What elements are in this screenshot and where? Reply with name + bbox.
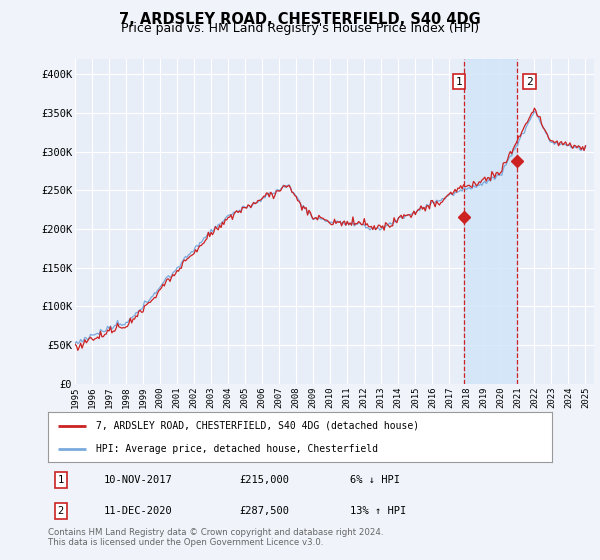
Text: 13% ↑ HPI: 13% ↑ HPI [350, 506, 407, 516]
Text: 7, ARDSLEY ROAD, CHESTERFIELD, S40 4DG: 7, ARDSLEY ROAD, CHESTERFIELD, S40 4DG [119, 12, 481, 27]
Text: £287,500: £287,500 [239, 506, 290, 516]
Text: 1: 1 [58, 475, 64, 485]
Text: 7, ARDSLEY ROAD, CHESTERFIELD, S40 4DG (detached house): 7, ARDSLEY ROAD, CHESTERFIELD, S40 4DG (… [96, 421, 419, 431]
Text: HPI: Average price, detached house, Chesterfield: HPI: Average price, detached house, Ches… [96, 445, 378, 454]
Text: 6% ↓ HPI: 6% ↓ HPI [350, 475, 400, 485]
Text: Contains HM Land Registry data © Crown copyright and database right 2024.
This d: Contains HM Land Registry data © Crown c… [48, 528, 383, 547]
Text: Price paid vs. HM Land Registry's House Price Index (HPI): Price paid vs. HM Land Registry's House … [121, 22, 479, 35]
Text: 1: 1 [455, 77, 462, 87]
Text: 11-DEC-2020: 11-DEC-2020 [103, 506, 172, 516]
Text: 2: 2 [526, 77, 533, 87]
Text: £215,000: £215,000 [239, 475, 290, 485]
Text: 2: 2 [58, 506, 64, 516]
Text: 10-NOV-2017: 10-NOV-2017 [103, 475, 172, 485]
Bar [464, 59, 517, 384]
